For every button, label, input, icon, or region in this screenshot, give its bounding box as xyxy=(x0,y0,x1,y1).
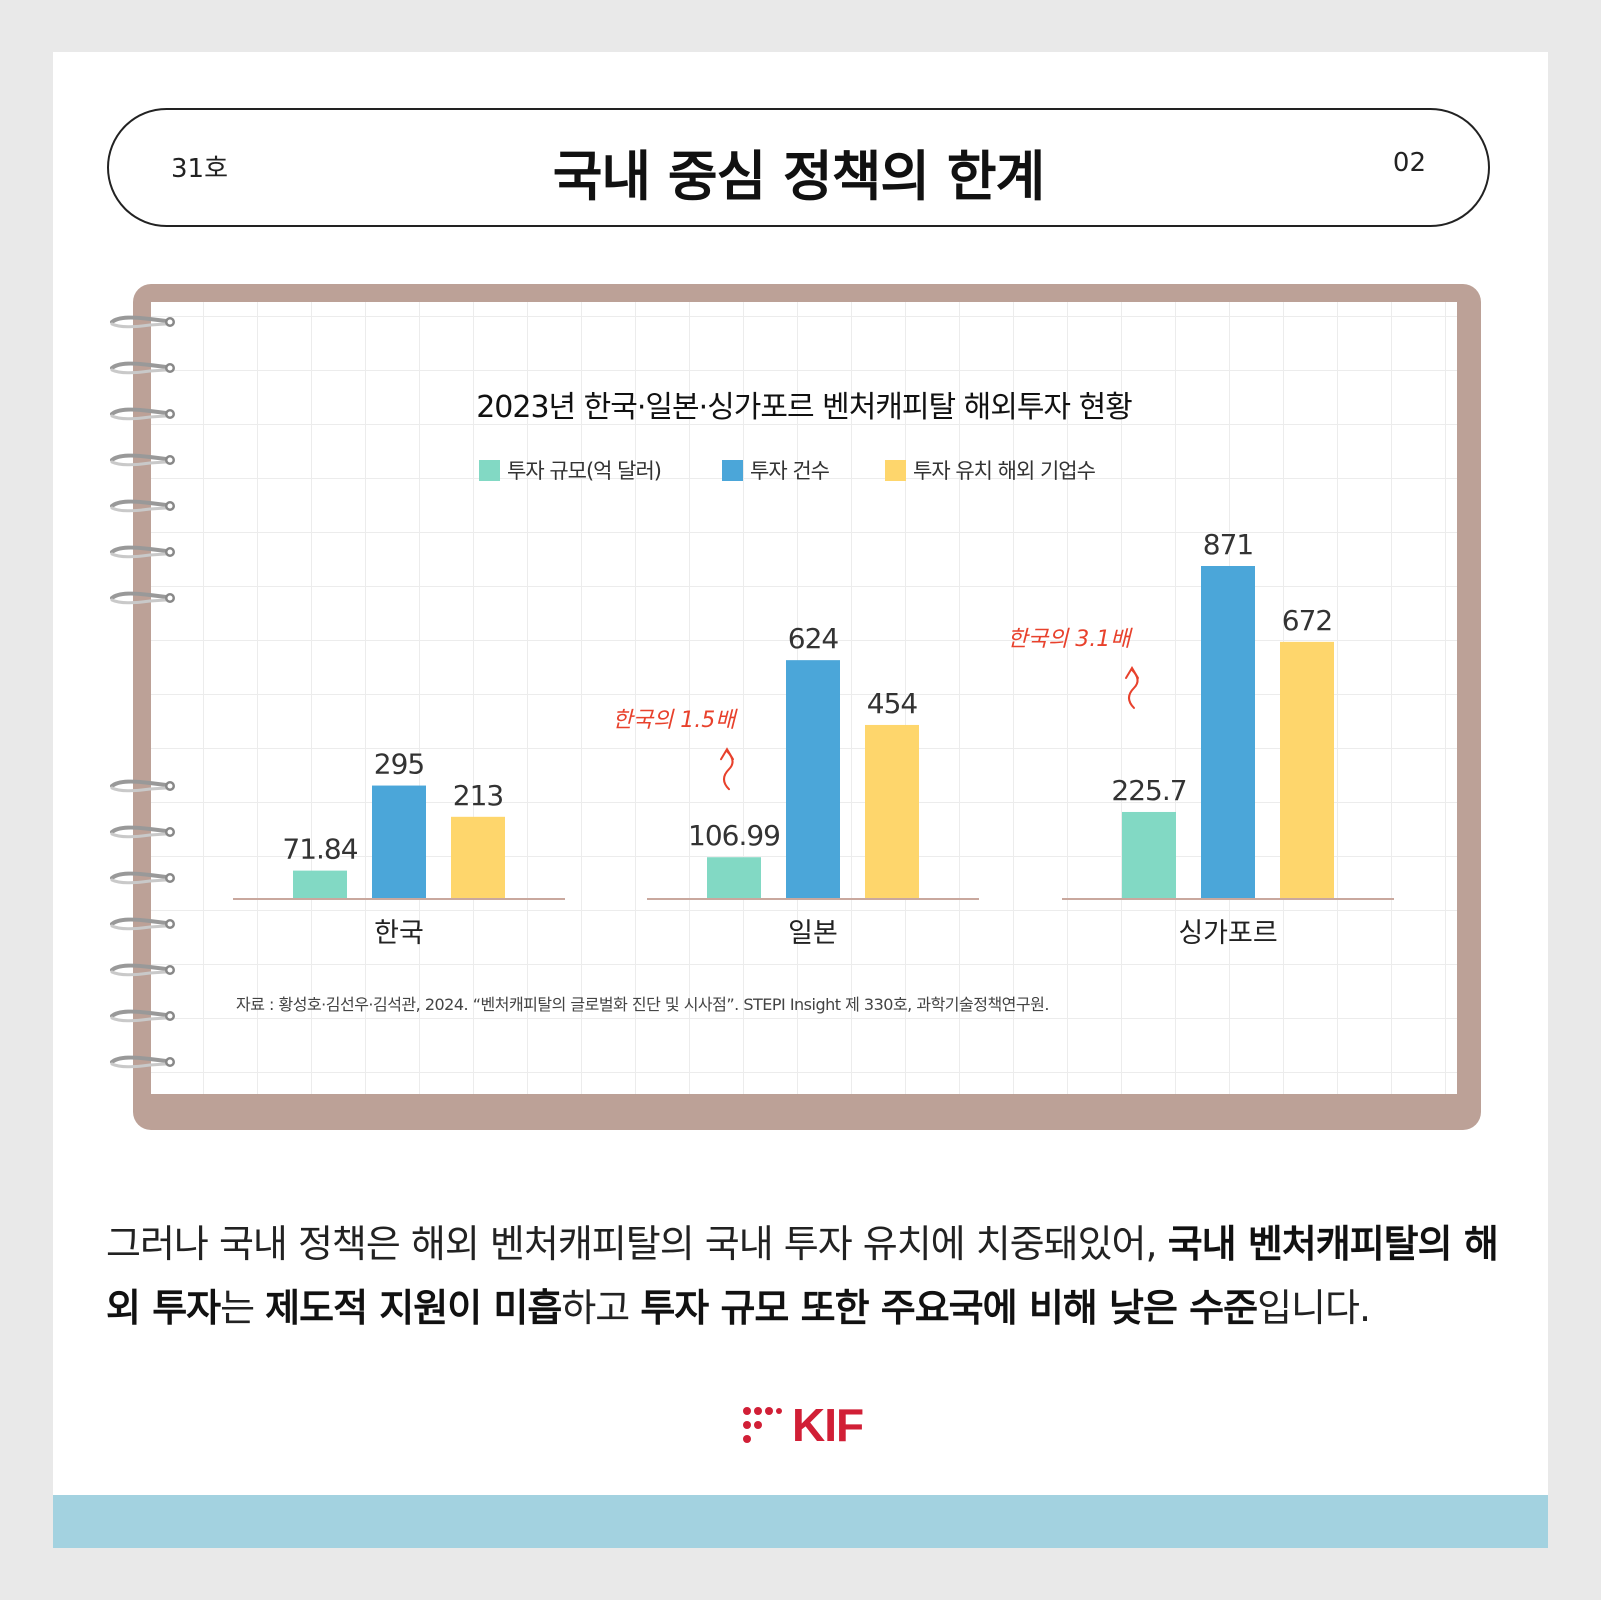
bar xyxy=(707,857,761,898)
data-label: 624 xyxy=(788,622,839,655)
bar xyxy=(451,816,505,898)
annotation-label: 한국의 1.5배 xyxy=(613,708,739,733)
spiral-ring-icon xyxy=(110,315,175,329)
data-label: 871 xyxy=(1203,528,1253,561)
page-number: 02 xyxy=(1392,148,1426,178)
bar xyxy=(1280,641,1334,898)
category-label: 일본 xyxy=(788,918,838,949)
spiral-ring-icon xyxy=(110,499,175,513)
spiral-ring-icon xyxy=(110,963,175,977)
issue-number: 31호 xyxy=(171,154,229,184)
annotation-label: 한국의 3.1배 xyxy=(1008,627,1134,652)
bar xyxy=(786,660,840,898)
category-label: 한국 xyxy=(374,918,424,949)
bar xyxy=(293,870,347,898)
data-label: 454 xyxy=(867,687,918,720)
annotation-arrow-icon xyxy=(720,747,734,791)
spiral-ring-icon xyxy=(110,453,175,467)
data-label: 106.99 xyxy=(688,819,780,852)
spiral-ring-icon xyxy=(110,545,175,559)
header: 31호 국내 중심 정책의 한계 02 xyxy=(107,108,1490,227)
spiral-ring-icon xyxy=(110,407,175,421)
spiral-ring-icon xyxy=(110,917,175,931)
data-label: 71.84 xyxy=(282,833,357,866)
spiral-ring-icon xyxy=(110,1009,175,1023)
legend-swatch xyxy=(885,460,906,481)
bar xyxy=(865,724,919,898)
spiral-ring-icon xyxy=(110,779,175,793)
data-label: 672 xyxy=(1282,604,1332,637)
bar xyxy=(372,785,426,898)
data-label: 295 xyxy=(374,748,424,781)
legend-label: 투자 건수 xyxy=(750,459,830,483)
legend-label: 투자 규모(억 달러) xyxy=(507,459,661,483)
bottom-band xyxy=(53,1495,1548,1548)
body-text-part: 입니다. xyxy=(1257,1286,1371,1330)
spiral-ring-icon xyxy=(110,825,175,839)
spiral-ring-icon xyxy=(110,591,175,605)
body-text-bold: 국내 벤처캐피탈의 해외 투자 xyxy=(106,1222,1499,1330)
legend-label: 투자 유치 해외 기업수 xyxy=(913,459,1096,483)
body-text-part: 그러나 국내 정책은 해외 벤처캐피탈의 국내 투자 유치에 치중돼있어, xyxy=(106,1222,1168,1266)
logo-text: KIF xyxy=(792,1399,864,1451)
bar xyxy=(1122,811,1176,898)
annotation-arrow-icon xyxy=(1125,666,1139,709)
data-label: 225.7 xyxy=(1111,774,1186,807)
body-text-part: 는 xyxy=(220,1286,266,1330)
body-text-part: 하고 xyxy=(561,1286,641,1330)
chart-title: 2023년 한국·일본·싱가포르 벤처캐피탈 해외투자 현황 xyxy=(476,390,1132,425)
kif-logo: KIF xyxy=(742,1399,864,1451)
kif-logo-dots-icon xyxy=(743,1407,782,1443)
body-text-bold: 제도적 지원이 미흡 xyxy=(265,1286,562,1330)
data-label: 213 xyxy=(453,779,503,812)
body-text: 그러나 국내 정책은 해외 벤처캐피탈의 국내 투자 유치에 치중돼있어, 국내… xyxy=(106,1212,1506,1340)
page-title: 국내 중심 정책의 한계 xyxy=(552,145,1046,208)
legend-swatch xyxy=(479,460,500,481)
bar xyxy=(1201,566,1255,898)
category-label: 싱가포르 xyxy=(1178,918,1277,949)
legend-swatch xyxy=(722,460,743,481)
body-text-bold: 투자 규모 또한 주요국에 비해 낮은 수준 xyxy=(640,1286,1258,1330)
chart-source: 자료 : 황성호·김선우·김석관, 2024. “벤처캐피탈의 글로벌화 진단 … xyxy=(236,995,1049,1014)
spiral-ring-icon xyxy=(110,1055,175,1069)
spiral-ring-icon xyxy=(110,361,175,375)
spiral-ring-icon xyxy=(110,871,175,885)
